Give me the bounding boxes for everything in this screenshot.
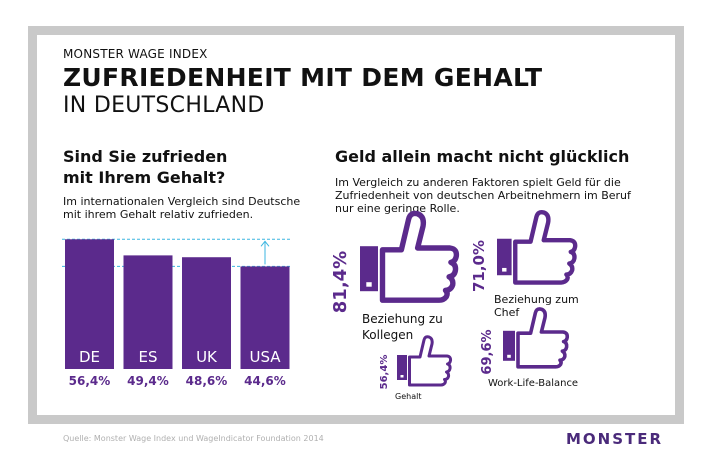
factor-label-work-life: Work-Life-Balance bbox=[488, 378, 578, 389]
left-description-line1: Im internationalen Vergleich sind Deutsc… bbox=[63, 195, 301, 208]
bar-value-label: 48,6% bbox=[186, 374, 228, 388]
left-heading-line2: mit Ihrem Gehalt? bbox=[63, 168, 226, 187]
bar-value-label: 56,4% bbox=[69, 374, 111, 388]
factor-value-work-life: 69,6% bbox=[480, 329, 495, 374]
left-heading-line1: Sind Sie zufrieden bbox=[63, 147, 228, 166]
right-description-line1: Im Vergleich zu anderen Faktoren spielt … bbox=[335, 176, 621, 189]
factor-value-chef: 71,0% bbox=[470, 240, 488, 292]
bar-category-label: USA bbox=[249, 348, 281, 366]
page-title: ZUFRIEDENHEIT MIT DEM GEHALT bbox=[63, 63, 543, 92]
bar-category-label: ES bbox=[139, 348, 158, 366]
factor-label-gehalt: Gehalt bbox=[395, 392, 421, 401]
page-subtitle: IN DEUTSCHLAND bbox=[63, 93, 265, 118]
right-heading: Geld allein macht nicht glücklich bbox=[335, 147, 630, 166]
kicker-text: MONSTER WAGE INDEX bbox=[63, 47, 208, 61]
factor-label-kollegen: Beziehung zu bbox=[362, 312, 443, 326]
factor-label-kollegen-line2: Kollegen bbox=[362, 328, 413, 342]
factor-value-kollegen: 81,4% bbox=[330, 251, 351, 313]
bar-uk bbox=[182, 257, 231, 369]
difference-arrow-head bbox=[260, 240, 270, 247]
thumbs-up-icon bbox=[397, 335, 453, 387]
monster-logo: MONSTER bbox=[566, 430, 664, 448]
factor-label-chef: Beziehung zum bbox=[494, 293, 579, 306]
bar-value-label: 49,4% bbox=[127, 374, 169, 388]
thumbs-up-icon bbox=[360, 210, 460, 303]
bar-usa bbox=[240, 266, 290, 369]
source-note: Quelle: Monster Wage Index und WageIndic… bbox=[63, 434, 324, 443]
bar-value-label: 44,6% bbox=[244, 374, 286, 388]
bar-category-label: UK bbox=[196, 348, 218, 366]
left-description-line2: mit ihrem Gehalt relativ zufrieden. bbox=[63, 208, 254, 221]
right-description-line2: Zufriedenheit von deutschen Arbeitnehmer… bbox=[335, 189, 631, 202]
right-description-line3: nur eine geringe Rolle. bbox=[335, 202, 460, 215]
thumbs-up-icon bbox=[497, 209, 578, 285]
bar-category-label: DE bbox=[79, 348, 100, 366]
bar-de bbox=[65, 239, 114, 369]
factor-label-chef-line2: Chef bbox=[494, 306, 520, 319]
factor-value-gehalt: 56,4% bbox=[379, 355, 390, 390]
thumbs-up-icon bbox=[503, 307, 570, 369]
bar-es bbox=[123, 255, 173, 369]
